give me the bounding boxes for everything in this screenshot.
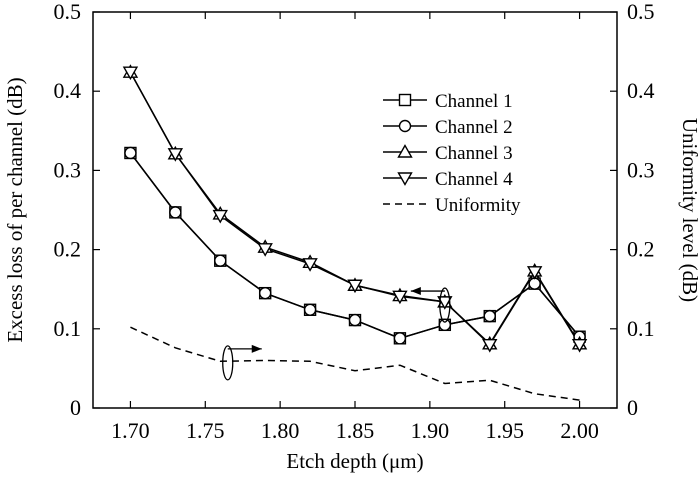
annotation-arrow-head [410, 287, 421, 296]
annotation-arrow-head [251, 344, 262, 353]
legend-label: Channel 4 [435, 169, 513, 190]
x-tick-label: 1.90 [411, 418, 450, 443]
x-axis-title: Etch depth (μm) [286, 449, 423, 473]
data-point-channel-4 [122, 66, 139, 81]
data-point-channel-4 [257, 243, 273, 257]
y-axis-title: Excess loss of per channel (dB) [3, 77, 27, 342]
y-tick-label: 0.5 [54, 0, 82, 24]
legend-marker [397, 144, 413, 158]
y-tick-label: 0 [70, 395, 81, 420]
series-line-uniformity [130, 326, 580, 401]
legend-marker [397, 172, 413, 186]
data-point-channel-4 [167, 148, 184, 162]
data-point-channel-2 [438, 318, 452, 332]
annotations-group [222, 287, 451, 381]
y2-tick-label: 0.3 [627, 157, 655, 182]
data-point-channel-2 [303, 303, 317, 316]
data-point-channel-2 [393, 332, 407, 345]
data-point-channel-4 [437, 296, 453, 310]
y2-tick-label: 0 [627, 395, 638, 420]
y-tick-label: 0.1 [54, 316, 82, 341]
legend-marker [398, 119, 412, 133]
data-point-channel-2 [214, 254, 227, 267]
x-tick-label: 1.70 [111, 418, 150, 443]
data-point-channel-2 [169, 206, 182, 219]
data-point-channel-4 [302, 258, 318, 272]
data-point-channel-4 [392, 290, 408, 305]
legend-marker [398, 93, 412, 107]
x-tick-label: 1.75 [186, 418, 225, 443]
data-point-channel-2 [483, 309, 496, 323]
y2-tick-label: 0.4 [627, 78, 655, 103]
data-point-channel-2 [348, 313, 362, 327]
y-tick-label: 0.3 [54, 157, 82, 182]
y2-axis-title: Uniformity level (dB) [678, 118, 700, 302]
x-tick-label: 1.85 [336, 418, 375, 443]
data-point-channel-4 [347, 279, 363, 294]
x-tick-label: 1.80 [261, 418, 300, 443]
data-point-channel-4 [212, 209, 228, 224]
legend-label: Channel 3 [435, 143, 513, 164]
legend-label: Channel 2 [435, 117, 513, 138]
markers-group [122, 64, 588, 353]
annotation-ellipse [222, 345, 234, 381]
data-point-channel-4 [571, 338, 588, 353]
legend: Channel 1 Channel 2 Channel 3 Channel 4 Unif… [383, 91, 521, 216]
y-tick-label: 0.2 [54, 237, 82, 262]
x-tick-label: 2.00 [560, 418, 599, 443]
data-point-channel-4 [526, 266, 543, 280]
data-point-channel-2 [124, 146, 137, 160]
y2-tick-label: 0.1 [627, 316, 655, 341]
annotation-ellipse [439, 287, 451, 323]
y-tick-label: 0.4 [54, 78, 82, 103]
y2-tick-label: 0.5 [627, 0, 655, 24]
x-tick-label: 1.95 [485, 418, 524, 443]
data-point-channel-2 [528, 277, 541, 290]
data-point-channel-2 [258, 286, 272, 300]
legend-label: Uniformity [435, 195, 521, 216]
data-point-channel-4 [482, 338, 498, 353]
y2-tick-label: 0.2 [627, 237, 655, 262]
legend-label: Channel 1 [435, 91, 513, 112]
ticks-group: 1.70 1.75 1.80 1.85 1.90 1.95 2.00 0 0.1 0.2 0.3 0.… [54, 0, 655, 443]
